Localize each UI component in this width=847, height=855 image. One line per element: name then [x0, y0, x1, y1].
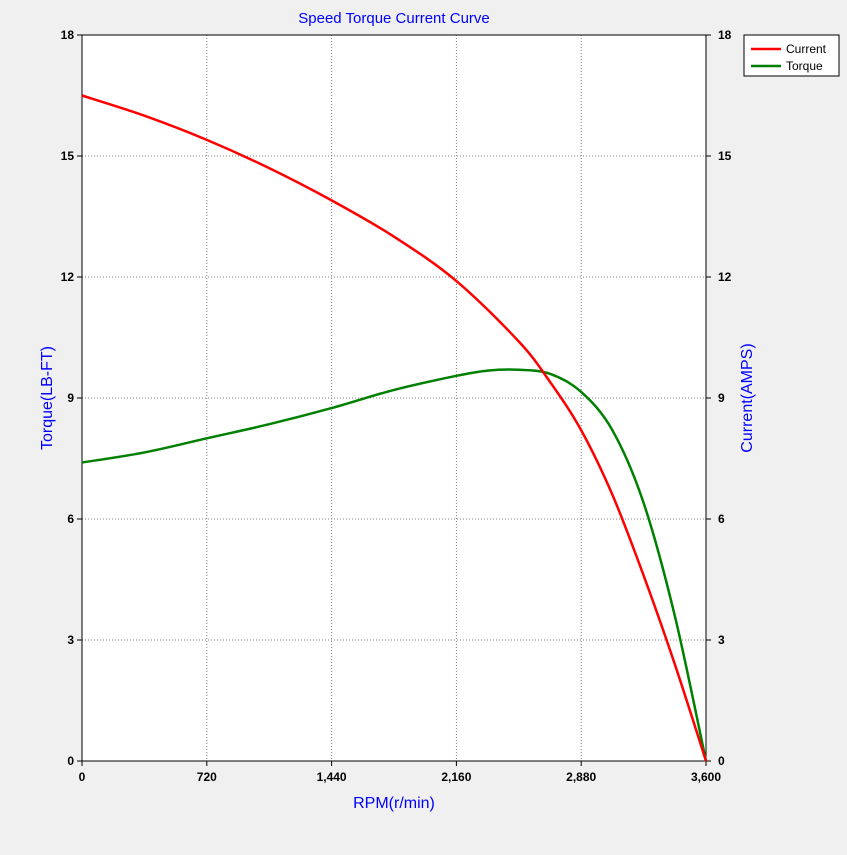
- chart-title: Speed Torque Current Curve: [298, 10, 490, 27]
- legend: Current Torque: [743, 34, 840, 77]
- y-axis-left-label: Torque(LB-FT): [39, 346, 56, 450]
- x-tick-label: 2,880: [566, 770, 596, 784]
- y-left-tick-label: 9: [67, 391, 74, 405]
- y-right-tick-label: 18: [718, 28, 732, 42]
- x-axis-label: RPM(r/min): [353, 795, 435, 812]
- x-tick-label: 3,600: [691, 770, 721, 784]
- y-left-tick-label: 0: [67, 754, 74, 768]
- y-left-tick-label: 6: [67, 512, 74, 526]
- x-tick-label: 2,160: [441, 770, 471, 784]
- y-axis-right-label: Current(AMPS): [739, 343, 756, 452]
- y-left-tick-label: 3: [67, 633, 74, 647]
- x-tick-label: 720: [197, 770, 217, 784]
- series: [81, 94, 708, 762]
- y-right-tick-label: 0: [718, 754, 725, 768]
- y-right-tick-label: 12: [718, 270, 732, 284]
- y-left-tick-label: 18: [61, 28, 75, 42]
- series-line-current: [81, 94, 708, 762]
- grid: [82, 35, 706, 761]
- legend-box: [743, 34, 840, 77]
- y-left-tick-label: 12: [61, 270, 75, 284]
- y-left-tick-label: 15: [61, 149, 75, 163]
- y-right-tick-label: 6: [718, 512, 725, 526]
- x-tick-label: 0: [79, 770, 86, 784]
- y-right-tick-label: 3: [718, 633, 725, 647]
- legend-label-torque: Torque: [786, 59, 823, 73]
- y-right-tick-label: 15: [718, 149, 732, 163]
- series-line-torque: [81, 368, 708, 762]
- x-tick-label: 1,440: [317, 770, 347, 784]
- legend-label-current: Current: [786, 42, 827, 56]
- y-right-tick-label: 9: [718, 391, 725, 405]
